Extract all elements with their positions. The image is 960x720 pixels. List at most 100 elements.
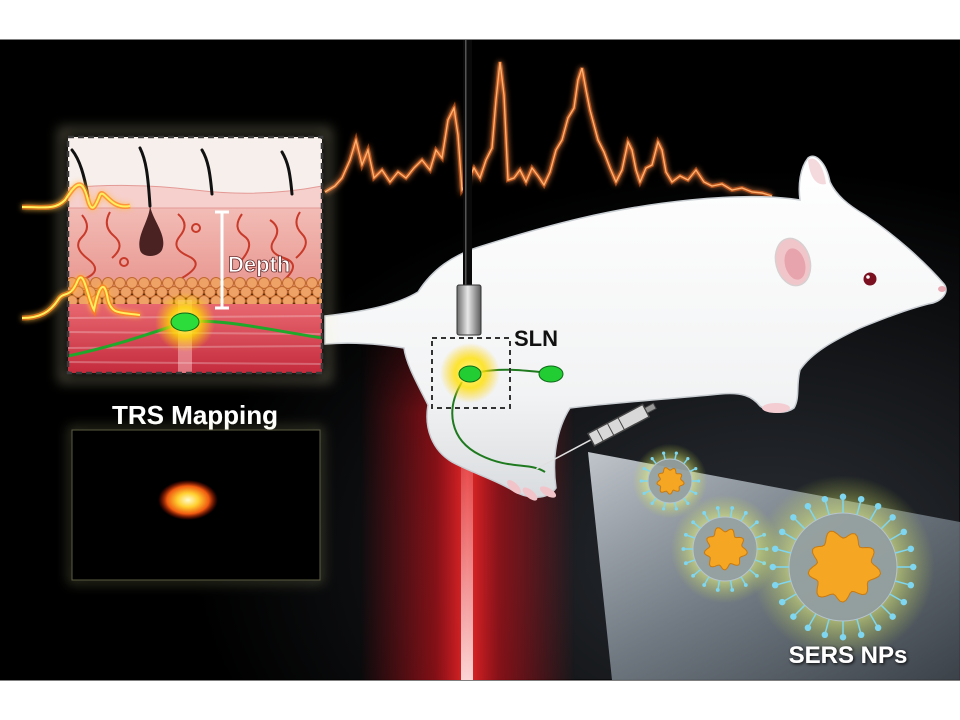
ligand-head (650, 457, 654, 461)
trs-map-image (69, 427, 323, 583)
rat-front-paw (762, 403, 790, 413)
syringe-mark (617, 417, 625, 431)
dermis (68, 195, 322, 290)
ligand-head (691, 520, 696, 525)
panel-lymph-node (170, 312, 200, 332)
ligand-head (639, 479, 644, 483)
fat-cell (126, 277, 138, 289)
ligand-head (702, 583, 707, 587)
fat-cell (234, 277, 246, 289)
ligand-head (790, 613, 797, 620)
ligand-head (790, 514, 797, 521)
sentinel-lymph-node (458, 365, 482, 383)
sers-nanoparticle-large (751, 475, 935, 659)
fat-cell (258, 277, 270, 289)
ligand-head (694, 491, 698, 496)
fat-cell (282, 277, 294, 289)
ligand-head (778, 598, 786, 606)
ligand-head (691, 573, 696, 578)
fat-cell (120, 286, 132, 298)
ligand-head (889, 514, 896, 521)
blood-vessel (236, 213, 251, 263)
blood-vessel (295, 211, 307, 259)
ligand-head (839, 633, 847, 641)
ligand-head (900, 598, 908, 606)
lymph-vessel (451, 381, 546, 473)
gold-core (656, 467, 685, 495)
fat-cell (294, 277, 306, 289)
trs-mapping-label: TRS Mapping (112, 400, 278, 430)
blood-vessel (105, 211, 121, 259)
ligand-head (694, 466, 698, 471)
probe-fiber-highlight (465, 40, 467, 288)
ligand-head (730, 506, 735, 510)
ligand-head (909, 563, 917, 571)
map-hotspot (158, 480, 218, 520)
fat-cell (276, 286, 288, 298)
ligand-head (650, 501, 654, 505)
fat-cell (204, 286, 216, 298)
sers-nanoparticle-small (632, 443, 708, 519)
hair (138, 146, 152, 208)
rat-toe (507, 480, 521, 494)
ligand-head (874, 624, 882, 632)
depth-bracket (215, 210, 229, 310)
rat-toe (539, 486, 557, 498)
fat-cell (306, 277, 318, 289)
gold-core (703, 527, 748, 571)
sers-nps-label: SERS NPs (789, 642, 908, 669)
fat-cell (144, 286, 156, 298)
skin-cross-section-panel: Depth (59, 128, 331, 382)
blood-vessel (269, 219, 294, 281)
fat-cell (90, 277, 102, 289)
probe-head (456, 284, 482, 336)
vessel-section (191, 223, 201, 233)
rat-back-ear (808, 158, 826, 185)
hair-follicle (139, 205, 164, 256)
sln-dashed-box (431, 337, 511, 409)
ligand-head (804, 502, 812, 510)
ligand-head (804, 624, 812, 632)
ligand-head (889, 613, 896, 620)
ligand-head (730, 588, 735, 592)
fat-cell (312, 286, 322, 298)
fat-cell (198, 277, 210, 289)
ligand-head (771, 545, 779, 553)
ligand-head (686, 501, 690, 505)
vessel-section (119, 257, 129, 267)
probe-fiber (463, 40, 472, 288)
fat-cell (114, 277, 126, 289)
ligand-head (662, 507, 666, 511)
ligand-head (681, 547, 686, 551)
fat-cell (162, 277, 174, 289)
ligand-head (778, 528, 786, 536)
fat-cell (174, 277, 186, 289)
hair (200, 148, 214, 196)
ligand-head (857, 631, 865, 639)
ligand-head (674, 507, 678, 511)
panel-glow (59, 128, 331, 382)
rat-ear-inner (784, 248, 806, 280)
ligand-head (642, 466, 646, 471)
ligand-head (686, 457, 690, 461)
fat-cell (228, 286, 240, 298)
ligand-head (683, 532, 688, 537)
syringe (536, 402, 657, 470)
fat-cell (240, 286, 252, 298)
ligand-head (743, 583, 748, 587)
ligand-head (900, 528, 908, 536)
ligand-head (839, 493, 847, 501)
fat-cell (288, 286, 300, 298)
epidermis (68, 184, 322, 209)
lymph-system (431, 337, 564, 473)
ligand-head (857, 495, 865, 503)
sln-label: SLN (514, 326, 558, 351)
rat (324, 155, 947, 501)
secondary-lymph-node (538, 365, 564, 383)
fat-cell (246, 277, 258, 289)
blood-vessel (175, 213, 197, 279)
fat-cell (132, 286, 144, 298)
panel-dashed-border (66, 135, 324, 375)
fat-cell (156, 286, 168, 298)
ligand-head (683, 561, 688, 566)
